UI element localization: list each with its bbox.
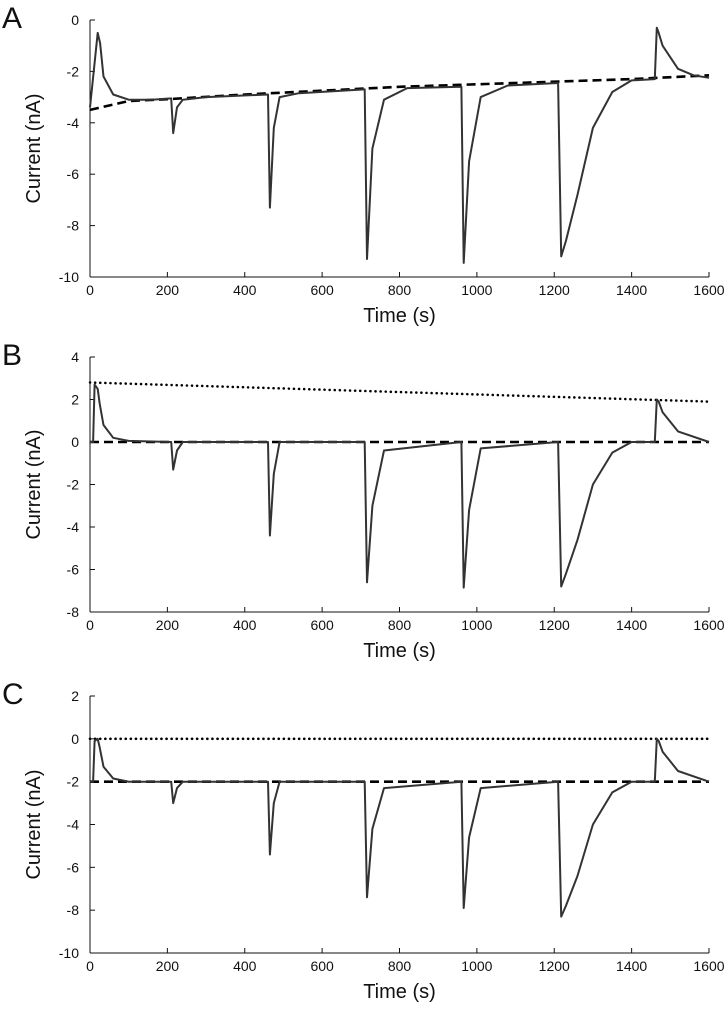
y-tick-label: -2 bbox=[67, 774, 80, 790]
x-tick-label: 0 bbox=[86, 958, 94, 974]
x-tick-label: 1600 bbox=[693, 617, 724, 633]
x-tick-label: 1200 bbox=[539, 282, 570, 298]
y-tick-label: 0 bbox=[71, 434, 79, 450]
x-tick-label: 1200 bbox=[539, 958, 570, 974]
x-tick-label: 800 bbox=[388, 958, 412, 974]
y-axis-title: Current (nA) bbox=[23, 769, 45, 879]
y-tick-label: 0 bbox=[71, 731, 79, 747]
x-tick-label: 1400 bbox=[616, 958, 647, 974]
y-tick-label: -6 bbox=[67, 859, 80, 875]
y-tick-label: -4 bbox=[67, 817, 80, 833]
y-tick-label: 4 bbox=[71, 349, 79, 365]
x-tick-label: 1600 bbox=[693, 958, 724, 974]
y-tick-label: 0 bbox=[71, 12, 79, 28]
x-tick-label: 1000 bbox=[461, 958, 492, 974]
x-tick-label: 200 bbox=[156, 958, 180, 974]
x-tick-label: 1400 bbox=[616, 282, 647, 298]
x-tick-label: 1600 bbox=[693, 282, 724, 298]
x-tick-label: 1000 bbox=[461, 617, 492, 633]
x-tick-label: 1000 bbox=[461, 282, 492, 298]
x-tick-label: 1400 bbox=[616, 617, 647, 633]
y-axis-title: Current (nA) bbox=[23, 93, 45, 203]
x-tick-label: 600 bbox=[310, 958, 334, 974]
y-tick-label: -2 bbox=[67, 63, 80, 79]
x-tick-label: 0 bbox=[86, 282, 94, 298]
panel-label: A bbox=[2, 2, 22, 35]
series-line-solid bbox=[90, 737, 710, 918]
y-tick-label: -6 bbox=[67, 562, 80, 578]
series-line-solid bbox=[90, 383, 710, 589]
x-tick-label: 600 bbox=[310, 282, 334, 298]
x-tick-label: 0 bbox=[86, 617, 94, 633]
y-tick-label: -2 bbox=[67, 477, 80, 493]
x-tick-label: 200 bbox=[156, 282, 180, 298]
x-tick-label: 400 bbox=[233, 958, 257, 974]
x-axis-title: Time (s) bbox=[363, 305, 436, 327]
y-tick-label: 2 bbox=[71, 392, 79, 408]
x-axis-title: Time (s) bbox=[363, 981, 436, 1003]
y-tick-label: -6 bbox=[67, 166, 80, 182]
chart-panel-a: 0 200 400 600 800 1000 1200 1400 1600 -10 -8 -6 -4 -2… bbox=[2, 2, 725, 327]
x-axis-title: Time (s) bbox=[363, 640, 436, 662]
x-tick-label: 800 bbox=[388, 617, 412, 633]
panel-label: B bbox=[2, 339, 22, 372]
panel-label: C bbox=[2, 678, 24, 711]
y-tick-label: -4 bbox=[67, 519, 80, 535]
x-tick-label: 600 bbox=[310, 617, 334, 633]
series-line-solid bbox=[89, 26, 710, 264]
y-tick-label: 2 bbox=[71, 688, 79, 704]
x-tick-label: 1200 bbox=[539, 617, 570, 633]
chart-panel-c: 0 200 400 600 800 1000 1200 1400 1600 -10 -8 -6 -4 -2… bbox=[2, 678, 725, 1003]
y-tick-label: -8 bbox=[67, 218, 80, 234]
x-tick-label: 400 bbox=[233, 282, 257, 298]
chart-panel-b: 0 200 400 600 800 1000 1200 1400 1600 -8 -6 -4 -2 0 2 4… bbox=[2, 339, 725, 662]
x-tick-label: 800 bbox=[388, 282, 412, 298]
y-axis-title: Current (nA) bbox=[23, 429, 45, 539]
y-tick-label: -8 bbox=[67, 902, 80, 918]
y-tick-label: -10 bbox=[59, 269, 79, 285]
y-tick-label: -8 bbox=[67, 604, 80, 620]
x-tick-label: 200 bbox=[156, 617, 180, 633]
y-tick-label: -4 bbox=[67, 115, 80, 131]
series-line-dotted bbox=[88, 381, 711, 403]
y-tick-label: -10 bbox=[59, 945, 79, 961]
x-tick-label: 400 bbox=[233, 617, 257, 633]
